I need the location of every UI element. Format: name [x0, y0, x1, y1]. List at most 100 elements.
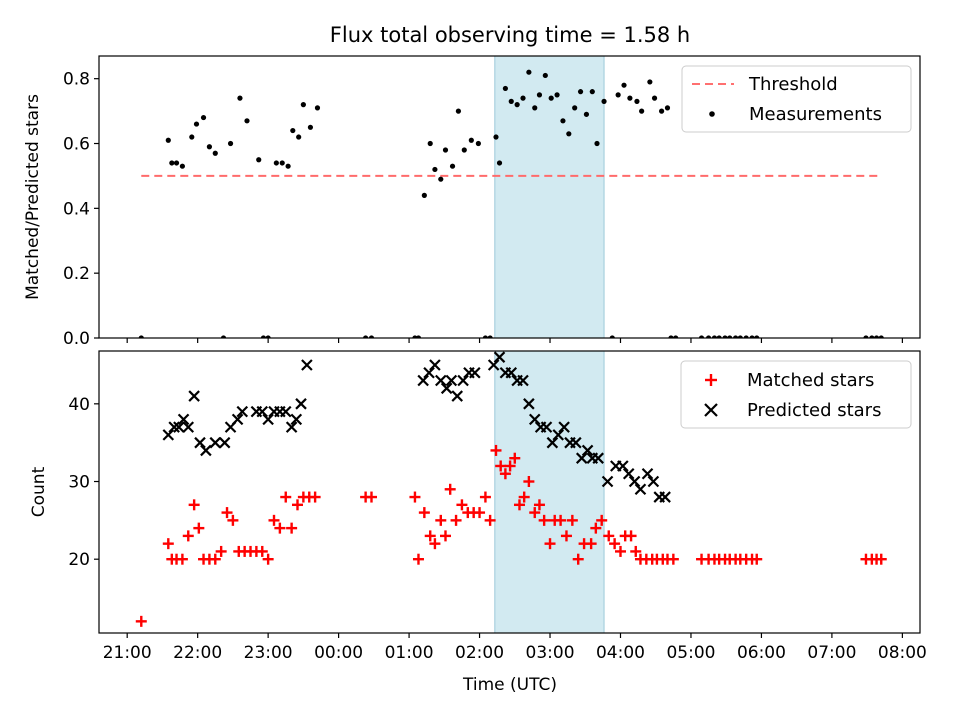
predicted-star-point	[168, 421, 180, 433]
measurement-point	[732, 335, 739, 338]
measurement-point	[705, 335, 712, 338]
matched-star-point	[221, 507, 233, 519]
measurement-point	[572, 105, 578, 111]
matched-star-point	[625, 530, 637, 542]
top-panel: 0.00.20.40.60.8 Matched/Predicted stars …	[23, 55, 921, 349]
matched-star-point	[256, 545, 268, 557]
legend-matched-label: Matched stars	[747, 370, 874, 391]
predicted-star-point	[162, 429, 175, 441]
measurement-point	[220, 335, 227, 338]
matched-star-point	[555, 514, 567, 526]
measurement-point	[314, 105, 321, 111]
legend-matched-swatch	[705, 374, 717, 386]
top-y-tick-label: 0.4	[63, 199, 90, 219]
measurement-point	[368, 335, 375, 338]
predicted-star-point	[429, 359, 441, 371]
measurement-point	[179, 163, 185, 169]
legend-predicted-label: Predicted stars	[747, 400, 881, 421]
matched-star-point	[429, 538, 441, 550]
x-axis-label: Time (UTC)	[462, 675, 557, 695]
matched-star-point	[162, 538, 174, 550]
measurement-point	[754, 335, 760, 338]
matched-star-point	[490, 444, 502, 456]
matched-star-point	[435, 514, 447, 526]
matched-star-point	[439, 530, 451, 542]
predicted-star-point	[540, 421, 553, 433]
top-legend: Threshold Measurements	[681, 65, 912, 133]
predicted-star-point	[209, 436, 222, 449]
matched-star-point	[424, 530, 436, 542]
matched-star-point	[182, 530, 194, 542]
measurement-point	[200, 114, 207, 121]
predicted-star-point	[188, 390, 200, 402]
measurement-point	[639, 108, 645, 114]
predicted-star-point	[628, 475, 641, 488]
predicted-star-point	[423, 366, 435, 379]
predicted-star-point	[570, 436, 582, 449]
matched-star-point	[572, 553, 584, 565]
chart-title: Flux total observing time = 1.58 h	[330, 23, 690, 47]
measurement-point	[438, 176, 444, 182]
measurement-point	[863, 335, 869, 338]
matched-star-point	[474, 507, 486, 519]
matched-star-point	[280, 491, 292, 503]
bottom-y-axis-label: Count	[29, 466, 49, 517]
measurement-point	[421, 192, 427, 198]
measurement-point	[290, 127, 296, 134]
measurement-point	[508, 98, 514, 104]
top-y-tick-label: 0.8	[63, 70, 90, 90]
predicted-star-point	[262, 413, 274, 426]
measurement-point	[711, 335, 718, 338]
matched-star-point	[529, 507, 541, 519]
predicted-star-point	[634, 483, 647, 496]
measurement-point	[727, 335, 733, 338]
predicted-star-point	[173, 421, 185, 433]
measurement-point	[461, 147, 467, 153]
measurement-point	[244, 118, 250, 124]
top-y-axis-label: Matched/Predicted stars	[23, 94, 43, 300]
matched-star-point	[630, 545, 642, 557]
predicted-star-point	[546, 436, 559, 449]
bottom-panel: 20 30 40 21:00 22:00 23:00 00:00 01:00 02:00 03:…	[29, 350, 927, 695]
matched-star-point	[450, 514, 462, 526]
matched-star-point	[518, 491, 530, 503]
predicted-star-point	[517, 374, 529, 387]
x-tick-label: 06:00	[737, 643, 786, 663]
measurement-point	[878, 335, 884, 338]
predicted-star-point	[301, 359, 313, 371]
predicted-star-point	[290, 413, 303, 426]
matched-star-point	[495, 460, 507, 472]
measurement-point	[536, 92, 543, 98]
matched-star-point	[176, 553, 188, 565]
measurement-point	[449, 163, 456, 169]
measurement-point	[496, 160, 503, 166]
x-tick-label: 22:00	[173, 643, 222, 663]
bottom-legend: Matched stars Predicted stars	[680, 360, 912, 429]
measurement-point	[698, 335, 705, 338]
measurement-point	[363, 335, 369, 338]
measurement-point	[526, 69, 532, 75]
matched-star-point	[418, 507, 430, 519]
measurement-point	[206, 144, 213, 150]
predicted-star-point	[617, 460, 629, 472]
measurement-point	[601, 98, 607, 104]
matched-star-point	[523, 476, 535, 488]
measurement-point	[482, 335, 489, 338]
measurement-point	[487, 335, 493, 338]
measurement-point	[260, 335, 267, 338]
predicted-star-point	[256, 405, 269, 418]
measurement-point	[664, 105, 671, 111]
x-tick-label: 02:00	[455, 643, 504, 663]
top-y-tick-label: 0.2	[63, 264, 90, 284]
measurement-point	[627, 95, 633, 101]
matched-star-point	[513, 499, 525, 511]
measurement-point	[673, 335, 679, 338]
predicted-star-point	[451, 390, 464, 402]
matched-star-point	[751, 553, 763, 565]
measurement-point	[165, 137, 171, 143]
x-tick-label: 07:00	[807, 643, 856, 663]
measurement-point	[138, 335, 144, 338]
bottom-y-tick-label: 30	[68, 473, 90, 493]
matched-star-point	[875, 553, 887, 565]
matched-star-point	[135, 615, 147, 627]
